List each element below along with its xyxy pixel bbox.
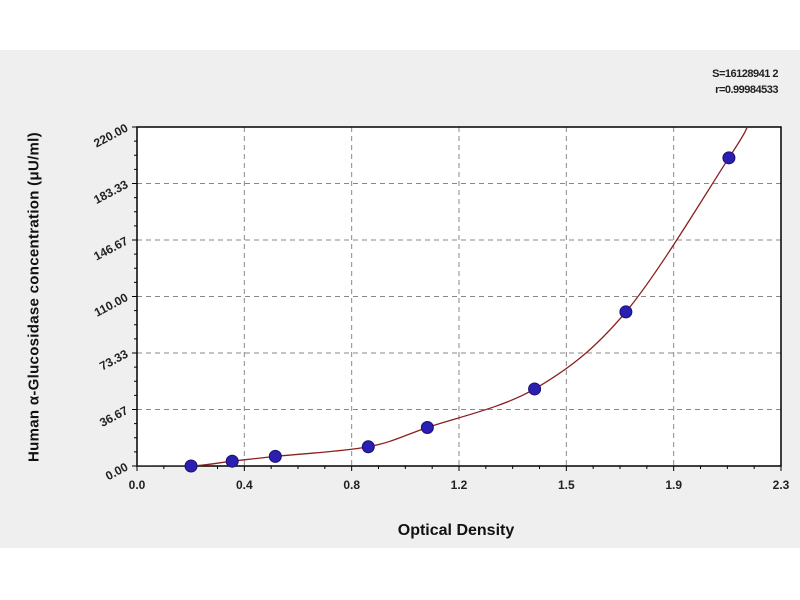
y-axis-label: Human α-Glucosidase concentration (μU/ml… — [25, 132, 43, 462]
data-point — [619, 305, 633, 319]
x-tick-label: 0.8 — [343, 478, 360, 492]
y-tick-label: 110.00 — [92, 290, 131, 319]
x-tick-label: 1.5 — [558, 478, 575, 492]
x-tick-label: 0.0 — [129, 478, 146, 492]
data-point — [528, 382, 542, 396]
data-point — [420, 420, 434, 434]
y-tick-label: 36.67 — [97, 403, 130, 430]
y-tick-label: 183.33 — [91, 177, 130, 207]
x-tick-label: 1.2 — [451, 478, 468, 492]
x-tick-label: 1.9 — [665, 478, 682, 492]
y-tick-label: 0.00 — [103, 460, 130, 483]
x-axis-label: Optical Density — [397, 522, 515, 539]
data-point — [184, 459, 198, 473]
stat-s: S=16128941 2 — [712, 68, 778, 80]
x-tick-label: 2.3 — [773, 478, 790, 492]
data-point — [225, 454, 239, 468]
y-tick-label: 146.67 — [91, 234, 130, 264]
data-point — [268, 449, 282, 463]
y-tick-label: 73.33 — [97, 347, 130, 374]
stat-r: r=0.99984533 — [715, 84, 778, 96]
y-tick-label: 220.00 — [91, 121, 130, 151]
x-tick-label: 0.4 — [236, 478, 253, 492]
data-point — [722, 151, 736, 165]
data-point — [361, 440, 375, 454]
